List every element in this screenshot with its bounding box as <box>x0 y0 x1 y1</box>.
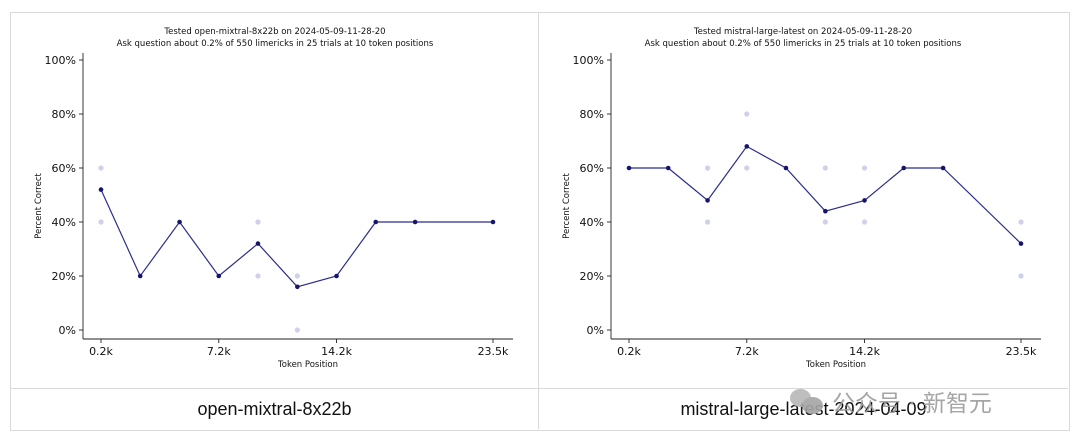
trial-point <box>98 219 104 225</box>
chart-panel-right: Tested mistral-large-latest on 2024-05-0… <box>539 13 1068 389</box>
chart-left: Tested open-mixtral-8x22b on 2024-05-09-… <box>34 27 513 370</box>
series-line <box>629 145 1022 245</box>
trial-point <box>98 165 104 171</box>
y-tick-label: 80% <box>580 108 604 121</box>
y-tick-label: 20% <box>52 270 76 283</box>
trial-point <box>704 219 711 225</box>
chart-subtitle: Ask question about 0.2% of 550 limericks… <box>117 39 434 49</box>
y-tick-label: 60% <box>52 162 76 175</box>
x-tick-label: 23.5k <box>478 345 509 358</box>
data-point <box>626 165 632 171</box>
watermark-text: 公众号 · 新智元 <box>832 391 992 417</box>
wechat-icon <box>790 386 824 416</box>
x-tick-label: 14.2k <box>849 345 880 358</box>
chart-panel-left: Tested open-mixtral-8x22b on 2024-05-09-… <box>11 13 539 389</box>
trial-point <box>822 165 828 171</box>
trial-point <box>744 111 750 117</box>
x-tick-label: 0.2k <box>617 345 641 358</box>
chart-right: Tested mistral-large-latest on 2024-05-0… <box>562 27 1041 370</box>
trial-point <box>1018 273 1024 279</box>
watermark: 公众号 · 新智元 <box>790 384 992 418</box>
y-tick-label: 20% <box>580 270 604 283</box>
data-point <box>823 208 828 214</box>
data-point <box>901 165 907 171</box>
data-point <box>665 165 671 171</box>
y-tick-label: 60% <box>580 162 604 175</box>
data-point <box>940 165 946 171</box>
trial-point <box>861 219 868 225</box>
x-tick-label: 14.2k <box>321 345 352 358</box>
data-point <box>862 198 867 203</box>
x-tick-label: 0.2k <box>89 345 113 358</box>
data-point <box>412 219 418 225</box>
caption-left: open-mixtral-8x22b <box>11 389 539 429</box>
data-point <box>783 165 789 171</box>
y-tick-label: 80% <box>52 108 76 121</box>
trial-point <box>704 165 711 171</box>
data-point <box>705 198 710 203</box>
y-axis-label: Percent Correct <box>34 172 44 238</box>
data-point <box>744 144 750 149</box>
chart-title: Tested open-mixtral-8x22b on 2024-05-09-… <box>163 27 385 37</box>
data-point <box>137 273 143 279</box>
y-tick-label: 100% <box>45 54 76 67</box>
trial-point <box>255 273 261 279</box>
chart-subtitle: Ask question about 0.2% of 550 limericks… <box>645 39 962 49</box>
trial-point <box>822 219 828 225</box>
trial-point <box>255 219 261 225</box>
x-tick-label: 7.2k <box>207 345 231 358</box>
x-tick-label: 7.2k <box>735 345 759 358</box>
data-point <box>373 219 379 225</box>
data-point <box>255 241 261 246</box>
trial-point <box>1018 219 1024 225</box>
y-tick-label: 100% <box>573 54 604 67</box>
data-point <box>1018 241 1024 246</box>
x-axis-label: Token Position <box>277 360 338 370</box>
figure-grid: Tested open-mixtral-8x22b on 2024-05-09-… <box>10 12 1070 431</box>
data-point <box>334 273 339 279</box>
y-tick-label: 0% <box>59 324 76 337</box>
trial-point <box>294 327 300 333</box>
y-tick-label: 0% <box>587 324 604 337</box>
y-tick-label: 40% <box>52 216 76 229</box>
chart-title: Tested mistral-large-latest on 2024-05-0… <box>693 27 912 37</box>
data-point <box>177 219 182 225</box>
series-line <box>100 189 493 288</box>
data-point <box>295 284 300 290</box>
data-point <box>98 187 104 192</box>
x-tick-label: 23.5k <box>1006 345 1037 358</box>
y-tick-label: 40% <box>580 216 604 229</box>
trial-point <box>294 273 300 279</box>
y-axis-label: Percent Correct <box>562 172 572 238</box>
data-point <box>490 219 496 225</box>
x-axis-label: Token Position <box>805 360 866 370</box>
data-point <box>216 273 222 279</box>
trial-point <box>744 165 750 171</box>
trial-point <box>861 165 868 171</box>
